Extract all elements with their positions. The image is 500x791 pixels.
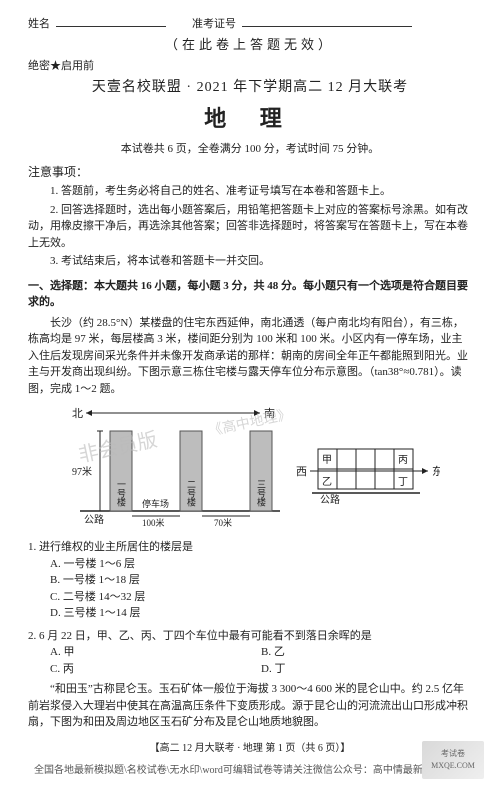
spot-d: 丁 bbox=[398, 477, 408, 488]
name-underline bbox=[56, 14, 166, 27]
b2-label: 二号楼 bbox=[186, 480, 196, 508]
park-label: 停车场 bbox=[142, 498, 169, 509]
answer-invalid: （在此卷上答题无效） bbox=[28, 35, 472, 55]
notice-label: 注意事项： bbox=[28, 163, 472, 181]
spot-b: 乙 bbox=[322, 476, 332, 488]
part1-header: 一、选择题：本大题共 16 小题，每小题 3 分，共 48 分。每小题只有一个选… bbox=[28, 278, 472, 311]
badge-image: 考试卷 MXQE.COM bbox=[422, 741, 484, 779]
notice-item-1: 1. 答题前，考生务必将自己的姓名、准考证号填写在本卷和答题卡上。 bbox=[28, 183, 472, 200]
passage-1: 长沙（约 28.5°N）某楼盘的住宅东西延伸，南北通透（每户南北均有阳台），有三… bbox=[28, 315, 472, 398]
b1-label: 一号楼 bbox=[116, 480, 126, 508]
notice-item-2: 2. 回答选择题时，选出每小题答案后，用铅笔把答题卡上对应的答案标号涂黑。如有改… bbox=[28, 202, 472, 252]
q2-opt-b: B. 乙 bbox=[261, 644, 472, 661]
q2-opt-c: C. 丙 bbox=[50, 661, 261, 678]
spot-c: 丙 bbox=[398, 455, 408, 466]
ticket-underline bbox=[242, 14, 412, 27]
q2-opt-a: A. 甲 bbox=[50, 644, 261, 661]
west-label: 西 bbox=[296, 466, 307, 478]
q2-opt-d: D. 丁 bbox=[261, 661, 472, 678]
height-label: 97米 bbox=[72, 465, 92, 478]
spot-a: 甲 bbox=[322, 455, 332, 466]
bottom-left-text: 全国各地最新模拟题\名校试卷\无水印\word可编辑试卷等请关注微信公众号：高中… bbox=[34, 765, 443, 776]
road-label-1: 公路 bbox=[84, 513, 104, 526]
q1-opt-d: D. 三号楼 1～14 层 bbox=[50, 605, 472, 622]
secret-line: 绝密★启用前 bbox=[28, 58, 472, 75]
q1-opt-c: C. 二号楼 14～32 层 bbox=[50, 589, 472, 606]
north-label: 北 bbox=[72, 407, 83, 420]
road-label-2: 公路 bbox=[320, 493, 340, 506]
east-label: 东 bbox=[432, 465, 440, 478]
q1-opt-a: A. 一号楼 1～6 层 bbox=[50, 556, 472, 573]
header-name-row: 姓名 准考证号 bbox=[28, 14, 472, 33]
d2-label: 70米 bbox=[214, 517, 232, 528]
page-footer: 【高二 12 月大联考 · 地理 第 1 页（共 6 页）】 bbox=[28, 741, 472, 756]
name-label: 姓名 bbox=[28, 16, 50, 33]
ticket-label: 准考证号 bbox=[192, 16, 236, 33]
subject-title: 地 理 bbox=[28, 102, 472, 135]
b3-label: 三号楼 bbox=[256, 480, 266, 508]
q1-opt-b: B. 一号楼 1～18 层 bbox=[50, 572, 472, 589]
passage-2: “和田玉”古称昆仑玉。玉石矿体一般位于海拔 3 300～4 600 米的昆仑山中… bbox=[28, 681, 472, 731]
d1-label: 100米 bbox=[142, 517, 165, 528]
q2-stem: 2. 6 月 22 日，甲、乙、丙、丁四个车位中最有可能看不到落日余晖的是 bbox=[28, 628, 472, 645]
figure-diagram: 非会员版 《高中地理》 北 南 公路 一号楼 二号楼 三号楼 bbox=[28, 403, 472, 533]
south-label: 南 bbox=[264, 407, 275, 420]
exam-title: 天壹名校联盟 · 2021 年下学期高二 12 月大联考 bbox=[28, 77, 472, 98]
q1-stem: 1. 进行维权的业主所居住的楼层是 bbox=[28, 539, 472, 556]
notice-item-3: 3. 考试结束后，将本试卷和答题卡一并交回。 bbox=[28, 253, 472, 270]
exam-meta: 本试卷共 6 页，全卷满分 100 分，考试时间 75 分钟。 bbox=[28, 141, 472, 158]
bottom-bar: 全国各地最新模拟题\名校试卷\无水印\word可编辑试卷等请关注微信公众号：高中… bbox=[28, 760, 472, 781]
diagram-svg: 北 南 公路 一号楼 二号楼 三号楼 97米 100米 停车场 bbox=[60, 403, 440, 533]
